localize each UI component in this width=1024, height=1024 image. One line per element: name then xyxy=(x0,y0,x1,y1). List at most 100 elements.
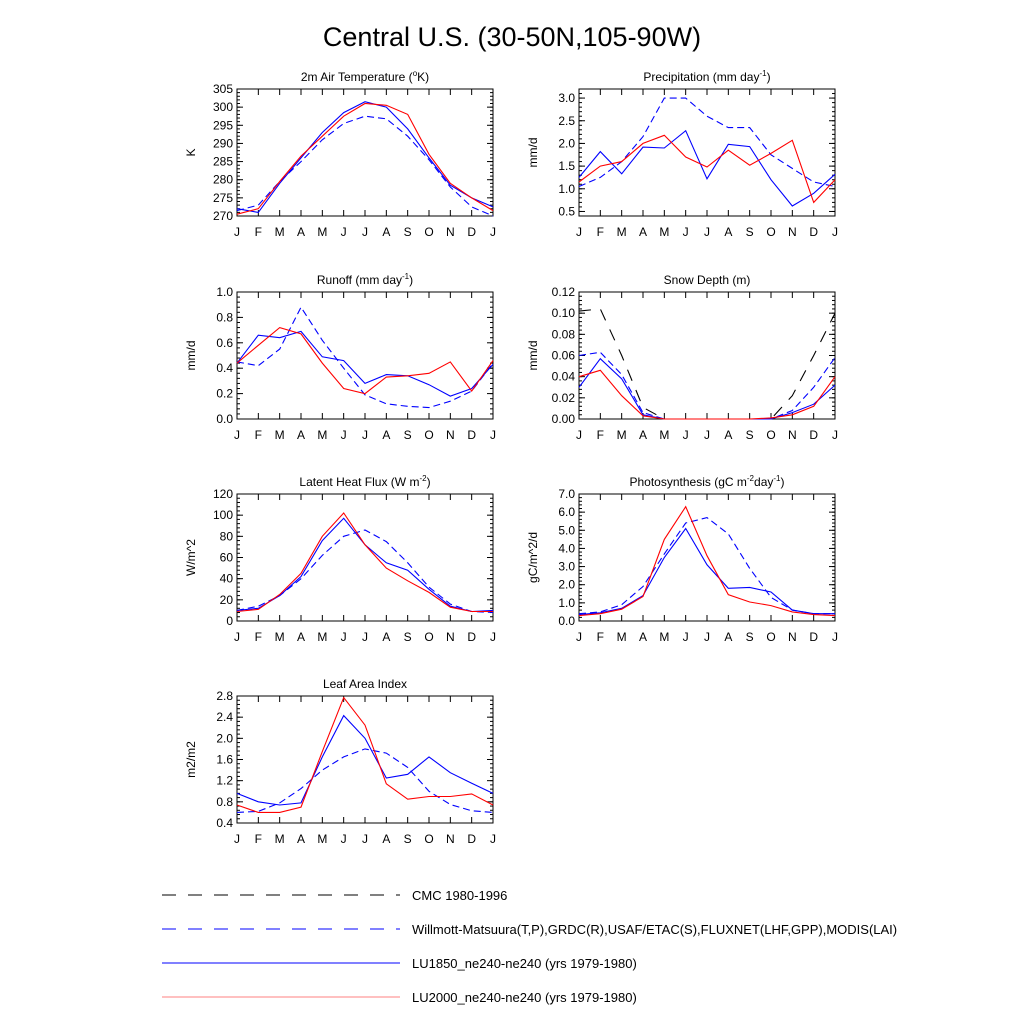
series-line-obs xyxy=(236,748,494,813)
y-tick-label: 0.5 xyxy=(558,204,575,218)
x-tick-label: J xyxy=(341,225,347,239)
x-tick-label: O xyxy=(766,630,775,644)
plot-frame xyxy=(236,493,494,622)
y-tick-label: 40 xyxy=(220,572,234,586)
x-tick-label: F xyxy=(255,630,262,644)
series-line-lu2000 xyxy=(236,512,493,613)
x-tick-label: A xyxy=(639,225,647,239)
panel-title-text: Leaf Area Index xyxy=(323,677,407,691)
legend-item-cmc: CMC 1980-1996 xyxy=(162,888,507,903)
panel-title-text: Latent Heat Flux (W m xyxy=(299,475,419,489)
panel-title-superscript: -1 xyxy=(402,272,410,281)
x-tick-label: J xyxy=(576,428,582,442)
x-tick-label: A xyxy=(382,428,390,442)
panel-title: Snow Depth (m) xyxy=(664,273,751,287)
y-tick-label: 4.0 xyxy=(558,541,575,555)
x-tick-label: D xyxy=(467,428,476,442)
series-line-lu1850 xyxy=(236,101,494,214)
x-tick-label: J xyxy=(683,225,689,239)
panel-latent-heat-flux: Latent Heat Flux (W m-2) 0 20 40 60 80 100 120 J… xyxy=(184,474,496,644)
y-tick-label: 0.00 xyxy=(552,412,576,426)
y-tick-label: 0.4 xyxy=(216,361,233,375)
y-tick-label: 1.2 xyxy=(216,774,233,788)
y-tick-label: 0.04 xyxy=(552,370,576,384)
x-tick-label: M xyxy=(659,225,669,239)
x-tick-label: J xyxy=(341,630,347,644)
x-tick-label: J xyxy=(234,225,240,239)
x-tick-label: N xyxy=(788,225,797,239)
y-tick-label: 2.0 xyxy=(216,731,233,745)
x-tick-label: N xyxy=(788,630,797,644)
x-tick-label: A xyxy=(382,630,390,644)
x-tick-label: S xyxy=(746,428,754,442)
x-tick-label: A xyxy=(639,428,647,442)
x-tick-label: M xyxy=(617,225,627,239)
panel-title-text: Precipitation (mm day xyxy=(643,70,759,84)
x-tick-label: O xyxy=(424,832,433,846)
y-tick-label: 80 xyxy=(220,529,234,543)
panel-title-superscript: -2 xyxy=(747,474,755,483)
x-tick-label: J xyxy=(683,630,689,644)
x-tick-label: D xyxy=(809,428,818,442)
panel-title-text: 2m Air Temperature ( xyxy=(301,70,413,84)
x-tick-label: F xyxy=(255,832,262,846)
x-tick-label: F xyxy=(597,630,604,644)
x-tick-label: M xyxy=(617,428,627,442)
x-tick-label: O xyxy=(766,225,775,239)
legend-label: Willmott-Matsuura(T,P),GRDC(R),USAF/ETAC… xyxy=(412,922,897,937)
y-tick-label: 0.0 xyxy=(558,614,575,628)
x-tick-label: M xyxy=(275,630,285,644)
y-tick-label: 0.6 xyxy=(216,336,233,350)
x-tick-label: D xyxy=(467,832,476,846)
figure-title: Central U.S. (30-50N,105-90W) xyxy=(323,22,701,52)
x-tick-label: N xyxy=(788,428,797,442)
y-tick-label: 0.4 xyxy=(216,816,233,830)
y-axis-label: gC/m^2/d xyxy=(526,532,540,583)
y-tick-label: 0 xyxy=(226,614,233,628)
legend-label: CMC 1980-1996 xyxy=(412,888,507,903)
y-tick-label: 2.8 xyxy=(216,689,233,703)
x-tick-label: J xyxy=(704,630,710,644)
x-tick-label: O xyxy=(766,428,775,442)
series-line-obs xyxy=(236,115,494,217)
series-line-lu2000 xyxy=(578,505,836,617)
series-line-obs xyxy=(236,306,494,409)
x-tick-label: F xyxy=(255,225,262,239)
panels: 2m Air Temperature (oK)27027528028529029… xyxy=(184,69,838,846)
x-tick-label: A xyxy=(724,428,732,442)
x-tick-label: M xyxy=(617,630,627,644)
x-tick-label: J xyxy=(362,428,368,442)
x-tick-label: J xyxy=(490,832,496,846)
y-tick-label: 300 xyxy=(213,100,233,114)
x-tick-label: A xyxy=(297,630,305,644)
y-tick-label: 1.5 xyxy=(558,159,575,173)
y-tick-label: 305 xyxy=(213,82,233,96)
x-tick-label: J xyxy=(234,630,240,644)
x-tick-label: M xyxy=(275,428,285,442)
legend: CMC 1980-1996 Willmott-Matsuura(T,P),GRDC… xyxy=(162,888,897,1005)
x-tick-label: M xyxy=(317,832,327,846)
panel-title-text: ) xyxy=(781,475,785,489)
panel-title-text: day xyxy=(754,475,773,489)
y-tick-label: 275 xyxy=(213,191,233,205)
series-line-obs xyxy=(578,351,836,420)
y-axis-label: mm/d xyxy=(526,138,540,168)
y-tick-label: 5.0 xyxy=(558,523,575,537)
panel-title-text: Snow Depth (m) xyxy=(664,273,751,287)
panel-precipitation: Precipitation (mm day-1) 0.5 1.0 1.5 2.0 2.5 3… xyxy=(526,69,838,239)
series-line-obs xyxy=(578,97,836,188)
series-line-lu2000 xyxy=(236,326,494,395)
x-tick-label: J xyxy=(234,832,240,846)
y-tick-label: 1.6 xyxy=(216,753,233,767)
x-tick-label: N xyxy=(446,225,455,239)
y-tick-label: 3.0 xyxy=(558,91,575,105)
panel-title: Runoff (mm day-1) xyxy=(317,272,413,287)
x-tick-label: F xyxy=(597,428,604,442)
y-tick-label: 285 xyxy=(213,155,233,169)
series-line-lu2000 xyxy=(236,696,494,813)
x-tick-label: S xyxy=(404,225,412,239)
y-tick-label: 1.0 xyxy=(558,596,575,610)
y-tick-label: 295 xyxy=(213,118,233,132)
y-axis-label: m2/m2 xyxy=(184,741,198,778)
